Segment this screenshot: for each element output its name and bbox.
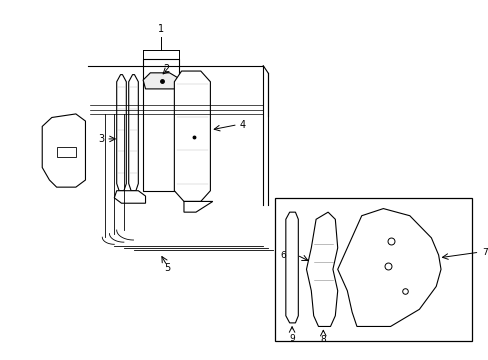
Text: 1: 1 bbox=[158, 23, 164, 33]
Text: 3: 3 bbox=[99, 134, 104, 144]
Polygon shape bbox=[285, 212, 298, 323]
Bar bbox=[57, 147, 76, 157]
Polygon shape bbox=[42, 114, 85, 187]
Bar bbox=[275, 198, 471, 341]
Polygon shape bbox=[117, 75, 126, 191]
Polygon shape bbox=[306, 212, 337, 327]
Text: 6: 6 bbox=[280, 251, 285, 260]
Text: 7: 7 bbox=[481, 248, 487, 257]
Text: 4: 4 bbox=[239, 120, 245, 130]
Polygon shape bbox=[337, 208, 440, 327]
Text: 8: 8 bbox=[320, 336, 325, 345]
Polygon shape bbox=[128, 75, 138, 191]
Polygon shape bbox=[174, 71, 210, 202]
Text: 5: 5 bbox=[163, 262, 170, 273]
Polygon shape bbox=[183, 202, 212, 212]
Polygon shape bbox=[143, 73, 181, 89]
Polygon shape bbox=[114, 191, 145, 203]
Bar bbox=[143, 59, 179, 191]
Text: 9: 9 bbox=[288, 334, 294, 343]
Text: 2: 2 bbox=[163, 64, 169, 74]
